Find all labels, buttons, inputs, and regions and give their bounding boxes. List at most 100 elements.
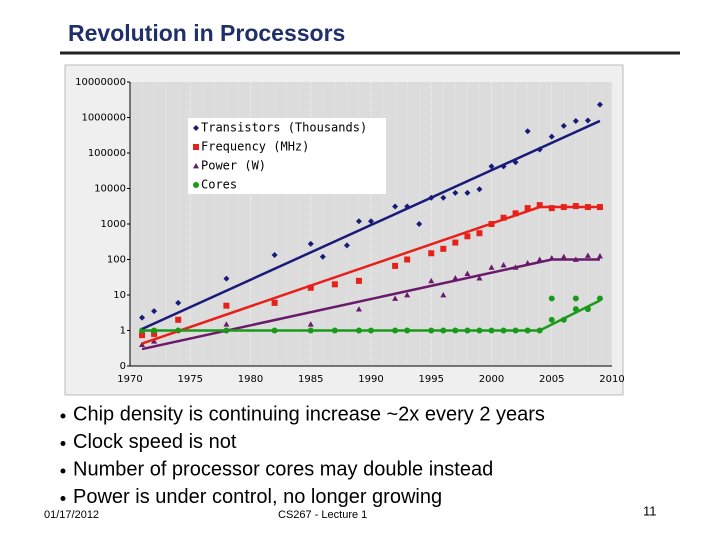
marker-diamond: [572, 117, 579, 124]
trend-line: [141, 205, 600, 345]
marker-diamond: [343, 242, 350, 249]
bullet: Clock speed is not: [73, 431, 237, 453]
page-number: 11: [643, 503, 657, 518]
marker-triangle: [584, 252, 591, 258]
bullet-dot: [60, 441, 66, 446]
marker-square: [404, 256, 411, 263]
marker-triangle: [392, 295, 399, 301]
marker-square: [193, 144, 199, 150]
legend: [188, 118, 386, 194]
marker-diamond: [452, 189, 459, 196]
marker-triangle: [404, 292, 411, 298]
marker-square: [307, 284, 314, 291]
marker-diamond: [151, 308, 158, 315]
marker-square: [500, 214, 507, 221]
date: 01/17/2012: [44, 509, 99, 521]
y-tick-label: 100000: [88, 148, 126, 159]
bullet: Chip density is continuing increase ~2x …: [73, 403, 545, 425]
y-tick-label: 1000: [101, 219, 126, 230]
marker-triangle: [151, 338, 158, 344]
marker-triangle: [223, 321, 230, 327]
x-tick-label: 1975: [178, 374, 203, 385]
marker-diamond: [596, 101, 603, 108]
marker-square: [512, 210, 519, 217]
marker-square: [392, 262, 399, 269]
marker-diamond: [139, 314, 146, 321]
x-tick-label: 1995: [419, 374, 444, 385]
marker-square: [355, 277, 362, 284]
marker-diamond: [476, 186, 483, 193]
marker-diamond: [368, 218, 374, 225]
marker-diamond: [223, 275, 230, 282]
marker-square: [223, 302, 230, 309]
marker-triangle: [139, 341, 146, 348]
y-tick-label: 100: [107, 255, 126, 266]
marker-diamond: [271, 251, 278, 258]
marker-square: [452, 239, 459, 246]
marker-triangle: [488, 264, 495, 270]
legend-label: Transistors (Thousands): [201, 121, 367, 135]
y-tick-label: 10000000: [75, 77, 126, 88]
marker-square: [271, 299, 278, 306]
marker-diamond: [193, 125, 199, 131]
marker-square: [464, 233, 471, 240]
marker-diamond: [464, 189, 471, 196]
slide-title: Revolution in Processors: [68, 20, 345, 46]
y-tick-label: 0: [120, 361, 126, 372]
marker-square: [139, 332, 146, 339]
bullet-dot: [60, 468, 66, 474]
marker-triangle: [193, 163, 199, 169]
marker-diamond: [307, 240, 314, 247]
legend-label: Frequency (MHz): [201, 140, 309, 154]
marker-diamond: [355, 218, 362, 225]
marker-square: [175, 316, 182, 323]
x-tick-label: 1985: [298, 374, 323, 385]
y-tick-label: 1000000: [81, 113, 126, 124]
x-tick-label: 1980: [238, 374, 263, 385]
marker-diamond: [416, 221, 423, 227]
marker-triangle: [440, 292, 447, 298]
y-tick-label: 1: [120, 326, 126, 337]
marker-square: [524, 205, 531, 212]
marker-triangle: [560, 253, 567, 260]
marker-triangle: [596, 253, 603, 259]
marker-triangle: [476, 275, 483, 281]
x-tick-label: 1990: [358, 374, 383, 385]
marker-diamond: [319, 253, 326, 260]
x-tick-label: 2000: [479, 374, 504, 385]
y-tick-label: 10: [113, 290, 126, 301]
x-tick-label: 1970: [117, 374, 142, 385]
marker-circle: [548, 295, 555, 302]
bullet: Power is under control, no longer growin…: [73, 486, 442, 508]
footer: CS267 - Lecture 1: [278, 509, 367, 521]
marker-triangle: [428, 277, 435, 284]
bullet: Number of processor cores may double ins…: [73, 458, 493, 480]
trend-line: [142, 299, 601, 332]
legend-label: Power (W): [201, 159, 266, 173]
x-tick-label: 2010: [599, 374, 624, 385]
trend-line: [141, 258, 600, 351]
marker-diamond: [584, 117, 591, 124]
marker-triangle: [307, 321, 314, 327]
marker-triangle: [500, 261, 507, 268]
marker-square: [331, 281, 338, 288]
x-tick-label: 2005: [539, 374, 564, 385]
marker-triangle: [464, 270, 471, 277]
marker-circle: [572, 295, 579, 302]
marker-circle: [548, 316, 555, 323]
marker-diamond: [392, 203, 399, 210]
legend-label: Cores: [201, 178, 237, 192]
trend-line: [141, 119, 601, 331]
marker-diamond: [560, 122, 567, 129]
marker-diamond: [524, 128, 531, 135]
marker-square: [476, 230, 483, 237]
marker-square: [428, 250, 435, 257]
marker-square: [536, 202, 543, 209]
marker-diamond: [548, 133, 555, 140]
marker-diamond: [488, 163, 495, 170]
marker-triangle: [355, 306, 362, 312]
bullet-dot: [60, 413, 66, 419]
bullet-dot: [60, 496, 66, 501]
